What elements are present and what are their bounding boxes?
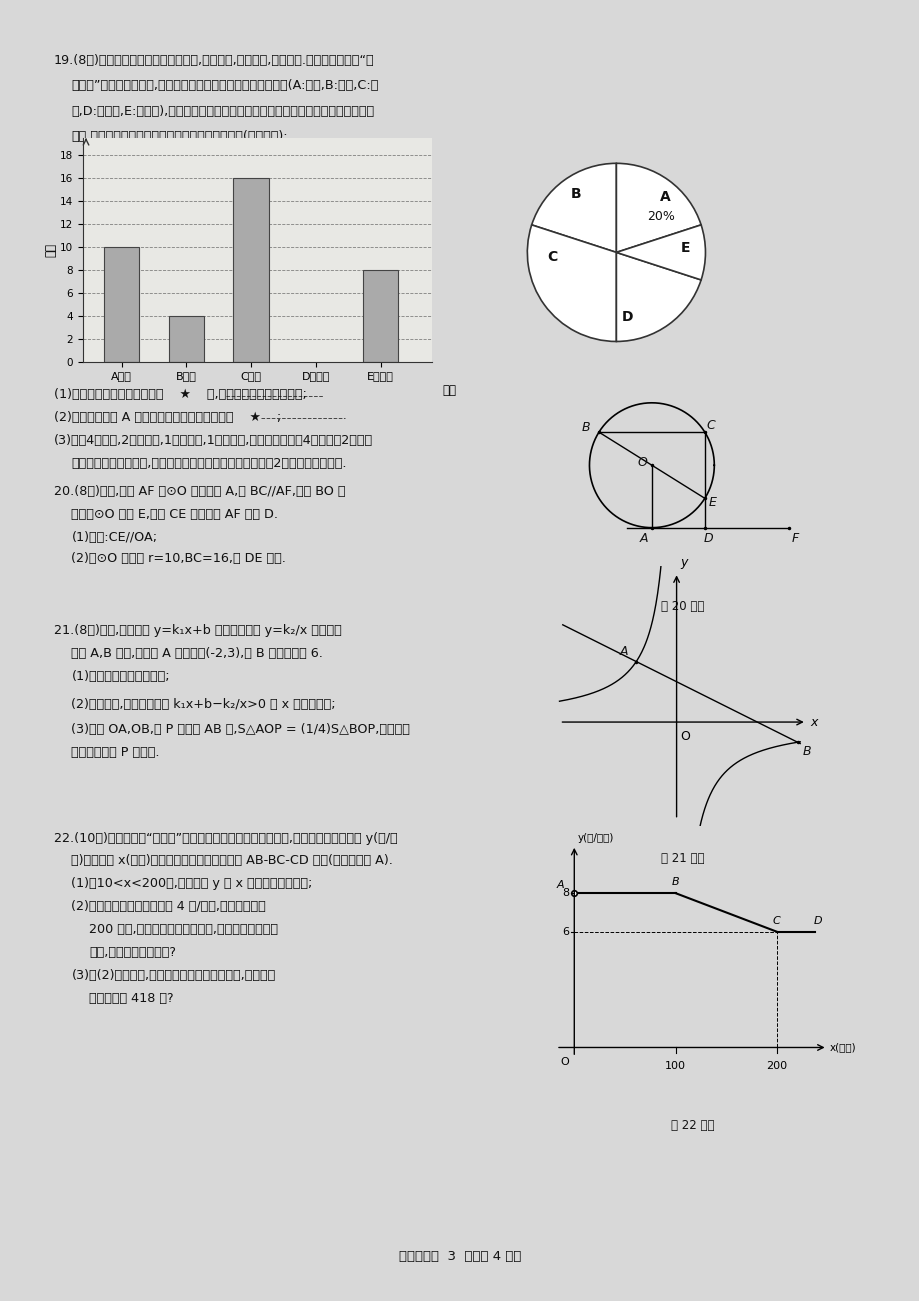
Bar — [104, 247, 140, 362]
Text: 调查,根据收集到的数据制成了两幅不完整的统计图(如图所示):: 调查,根据收集到的数据制成了两幅不完整的统计图(如图所示): — [72, 130, 288, 143]
Wedge shape — [616, 252, 700, 341]
Text: C: C — [706, 419, 715, 432]
Text: 200: 200 — [766, 1062, 787, 1071]
Text: x: x — [809, 716, 816, 729]
Text: E: E — [708, 496, 716, 509]
Text: (2)根据图象,直接写出满足 k₁x+b−k₂/x>0 的 x 的取値范围;: (2)根据图象,直接写出满足 k₁x+b−k₂/x>0 的 x 的取値范围; — [72, 697, 335, 710]
Text: F: F — [791, 532, 799, 545]
Text: 21.(8分)如图,一次函数 y=k₁x+b 与反比例函数 y=k₂/x 的图象相: 21.(8分)如图,一次函数 y=k₁x+b 与反比例函数 y=k₂/x 的图象… — [53, 623, 341, 636]
Bar — [233, 178, 268, 362]
Text: E: E — [680, 241, 690, 255]
Text: O: O — [637, 455, 647, 468]
Text: 第 21 题图: 第 21 题图 — [661, 852, 704, 865]
Text: C: C — [772, 916, 780, 926]
Text: (2)扇形统计图中 A 类所对应的扇形圆心角大小为    ★    ;: (2)扇形统计图中 A 类所对应的扇形圆心角大小为 ★ ; — [53, 411, 280, 424]
Text: (2)若甲种蔬菜的种植成本为 4 元/千克,采购量不超过: (2)若甲种蔬菜的种植成本为 4 元/千克,采购量不超过 — [72, 900, 266, 913]
Text: A: A — [659, 190, 670, 204]
Text: 基地能获利 418 元?: 基地能获利 418 元? — [89, 993, 174, 1006]
Text: 克)与采购量 x(千克)之间的函数关系如图中折线 AB-BC-CD 所示(不包括端点 A).: 克)与采购量 x(千克)之间的函数关系如图中折线 AB-BC-CD 所示(不包括… — [72, 855, 392, 868]
Text: 人一球”的体育选考活动,学生根据自己的特长选择一门球类项目(A:篮球,B:足球,C:排: 人一球”的体育选考活动,学生根据自己的特长选择一门球类项目(A:篮球,B:足球,… — [72, 79, 379, 92]
Text: 22.(10分)某经销商到“幸福村”蔬菜种植基地定点采购甲种蔬菜,已知甲种蔬菜的单价 y(元/千: 22.(10分)某经销商到“幸福村”蔬菜种植基地定点采购甲种蔬菜,已知甲种蔬菜的… — [53, 831, 397, 844]
Text: A: A — [640, 532, 648, 545]
Text: (1)兴趣小组调查的学生人数是    ★    人,请将条形统计图补充完整;: (1)兴趣小组调查的学生人数是 ★ 人,请将条形统计图补充完整; — [53, 388, 306, 401]
Text: D: D — [812, 916, 821, 926]
Text: (1)求这两个函数的解析式;: (1)求这两个函数的解析式; — [72, 670, 170, 683]
Text: 6: 6 — [562, 926, 569, 937]
Text: B: B — [582, 420, 590, 433]
Text: (3)在(2)的条件下,求采购甲种蔬菜多少千克时,蔬菜种植: (3)在(2)的条件下,求采购甲种蔬菜多少千克时,蔬菜种植 — [72, 969, 276, 982]
Text: 交于 A,B 两点,其中点 A 的坐标为(-2,3),点 B 的横坐标为 6.: 交于 A,B 两点,其中点 A 的坐标为(-2,3),点 B 的横坐标为 6. — [72, 647, 323, 660]
Text: y(元/千克): y(元/千克) — [577, 833, 613, 843]
Text: 最大,最大利润是多少元?: 最大,最大利润是多少元? — [89, 946, 176, 959]
Text: C: C — [547, 250, 557, 264]
Text: 出满足题意的 P 点坐标.: 出满足题意的 P 点坐标. — [72, 747, 160, 758]
Text: O: O — [680, 730, 689, 743]
Text: D: D — [703, 532, 712, 545]
Bar — [168, 316, 204, 362]
Text: 第 22 题图: 第 22 题图 — [670, 1119, 713, 1132]
Text: 20.(8分)如图,直线 AF 与⊙O 相切于点 A,弦 BC//AF,连接 BO 并: 20.(8分)如图,直线 AF 与⊙O 相切于点 A,弦 BC//AF,连接 B… — [53, 485, 345, 498]
Text: 第 20 题图: 第 20 题图 — [661, 600, 704, 613]
Text: (1)彗10<x<200时,直接写出 y 与 x 之间的函数解析式;: (1)彗10<x<200时,直接写出 y 与 x 之间的函数解析式; — [72, 877, 312, 890]
Text: 项目: 项目 — [442, 384, 457, 397]
Wedge shape — [616, 225, 705, 280]
Text: (2)若⊙O 的半径 r=10,BC=16,求 DE 的长.: (2)若⊙O 的半径 r=10,BC=16,求 DE 的长. — [72, 553, 286, 566]
Text: B: B — [571, 187, 581, 202]
Text: x(千克): x(千克) — [829, 1042, 856, 1053]
Text: 延长交⊙O 于点 E,连接 CE 并延长交 AF 于点 D.: 延长交⊙O 于点 E,连接 CE 并延长交 AF 于点 D. — [72, 507, 278, 520]
Text: (1)求证:CE//OA;: (1)求证:CE//OA; — [72, 531, 157, 544]
Y-axis label: 人数: 人数 — [44, 243, 57, 256]
Text: 他们对体育选考的看法,请用列表或画树状图的方法求出所选2人都选篮球的概率.: 他们对体育选考的看法,请用列表或画树状图的方法求出所选2人都选篮球的概率. — [72, 457, 346, 470]
Wedge shape — [531, 164, 616, 252]
Text: A: A — [619, 645, 628, 658]
Text: 100: 100 — [664, 1062, 686, 1071]
Text: O: O — [561, 1058, 569, 1067]
Wedge shape — [616, 164, 700, 252]
Text: 球,D:羽毛球,E:乒乓球),刘老师组织数学兴趣小组随机对该校部分学生的选考情况进行: 球,D:羽毛球,E:乒乓球),刘老师组织数学兴趣小组随机对该校部分学生的选考情况… — [72, 105, 374, 118]
Text: 19.(8分)学生在体育锻炼中能享受乐趣,增强体质,健全人格,锤炼意志.尚美中学开展了“一: 19.(8分)学生在体育锻炼中能享受乐趣,增强体质,健全人格,锤炼意志.尚美中学… — [53, 53, 374, 66]
Text: B: B — [801, 745, 811, 758]
Text: B: B — [671, 877, 678, 887]
Text: y: y — [680, 557, 687, 570]
Bar — [362, 269, 398, 362]
Text: 数学试卷第  3  页（共 4 页）: 数学试卷第 3 页（共 4 页） — [398, 1250, 521, 1263]
Text: D: D — [620, 310, 632, 324]
Text: (3)连接 OA,OB,点 P 在直线 AB 上,S△AOP = (1/4)S△BOP,请直接写: (3)连接 OA,OB,点 P 在直线 AB 上,S△AOP = (1/4)S△… — [72, 723, 410, 736]
Text: (3)现有4名学生,2人选篮球,1人选足球,1人选排球,兴趣小组要从这4人中任选2人了解: (3)现有4名学生,2人选篮球,1人选足球,1人选排球,兴趣小组要从这4人中任选… — [53, 433, 372, 446]
Wedge shape — [527, 225, 616, 341]
Text: A: A — [556, 881, 563, 890]
Text: 8: 8 — [562, 889, 569, 898]
Text: 200 千克,那么当采购量是多少时,蔬菜种植基地获利: 200 千克,那么当采购量是多少时,蔬菜种植基地获利 — [89, 924, 278, 937]
Text: 20%: 20% — [646, 211, 675, 224]
